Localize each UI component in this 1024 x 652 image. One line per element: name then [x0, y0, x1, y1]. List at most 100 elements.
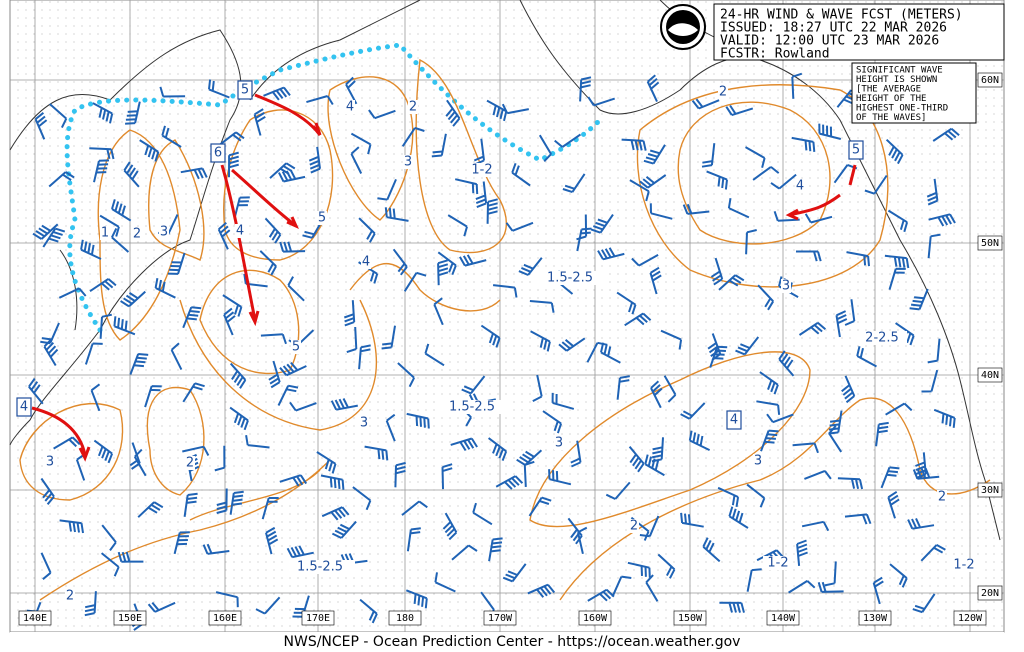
- longitude-label: 150W: [678, 613, 703, 624]
- wind-barb: [505, 221, 534, 232]
- wind-barb: [144, 385, 162, 408]
- wind-barb: [385, 413, 396, 442]
- contour-label: 4: [796, 179, 804, 194]
- wind-barb: [233, 196, 250, 220]
- wind-barb: [551, 392, 575, 410]
- longitude-label-box: [483, 610, 517, 626]
- wind-barb: [760, 429, 779, 452]
- wind-barb: [92, 102, 114, 124]
- longitude-label-box: [673, 610, 707, 626]
- wind-barb: [321, 506, 350, 521]
- wind-barb: [907, 517, 935, 530]
- contour-label-bg: [781, 279, 791, 293]
- region-label-bg: [437, 400, 507, 414]
- wind-barb: [442, 512, 458, 541]
- wind-barb: [837, 477, 864, 490]
- region-label-bg: [857, 331, 907, 345]
- wind-barb: [933, 408, 956, 428]
- contour-label: 2: [938, 490, 946, 505]
- wind-barb: [495, 475, 524, 490]
- region-label-bg: [763, 556, 793, 570]
- wind-barb: [183, 492, 198, 517]
- wind-barb: [222, 294, 243, 317]
- contour-label: 2: [133, 227, 141, 242]
- center-label: 4: [730, 413, 738, 428]
- wind-barb: [728, 506, 749, 529]
- wind-barb: [401, 126, 425, 147]
- wind-barb: [649, 203, 673, 220]
- wind-barb: [527, 583, 556, 598]
- wind-barb: [34, 112, 48, 140]
- wind-barb: [597, 247, 625, 261]
- wind-barb: [646, 74, 660, 103]
- wind-barb: [459, 254, 487, 267]
- wind-barb: [84, 342, 103, 365]
- wind-barb: [289, 401, 317, 412]
- wind-barb: [381, 325, 396, 350]
- wind-barb: [650, 380, 663, 409]
- latitude-label-box: [977, 72, 1003, 88]
- wind-barb: [835, 310, 848, 338]
- wind-barb: [170, 342, 183, 371]
- wind-barb: [680, 402, 706, 420]
- contour-label: 3: [754, 454, 762, 469]
- contour-label: 2: [719, 85, 727, 100]
- wind-barb: [228, 151, 239, 178]
- longitude-label: 140W: [771, 613, 796, 624]
- latitude-label: 50N: [981, 238, 999, 249]
- wind-barb: [182, 382, 205, 403]
- contour-label-bg: [159, 225, 169, 239]
- wind-barb: [147, 601, 176, 613]
- note-box: [851, 62, 977, 124]
- wind-barb: [340, 553, 368, 565]
- note-line: HEIGHT OF THE: [856, 94, 926, 104]
- center-label: 4: [20, 400, 28, 415]
- longitude-label-box: [113, 610, 147, 626]
- wind-barb: [58, 287, 87, 299]
- longitude-label: 160W: [583, 613, 608, 624]
- wind-barb: [529, 300, 555, 313]
- contour-label-bg: [65, 589, 75, 603]
- wind-barb: [488, 537, 503, 562]
- wind-barb: [28, 378, 44, 405]
- wind-barb: [437, 251, 457, 276]
- latitude-label-box: [977, 235, 1003, 251]
- wind-barb: [756, 549, 785, 562]
- wind-barb: [651, 437, 664, 463]
- wind-barb: [864, 174, 888, 195]
- longitude-label: 160E: [213, 613, 237, 624]
- wind-barb: [639, 515, 660, 538]
- longitude-label-box: [301, 610, 335, 626]
- contour-label-bg: [795, 179, 805, 193]
- wind-barb: [216, 488, 228, 514]
- wind-barb: [885, 402, 913, 416]
- wind-barb: [450, 437, 478, 452]
- header-line: VALID: 12:00 UTC 23 MAR 2026: [720, 34, 939, 49]
- wind-barb: [454, 178, 479, 195]
- wind-barb: [208, 79, 230, 99]
- header-line: ISSUED: 18:27 UTC 22 MAR 2026: [720, 21, 947, 36]
- wind-barb: [286, 545, 314, 559]
- wind-barb: [139, 139, 160, 162]
- wind-barb: [645, 574, 659, 602]
- wind-barb: [530, 330, 551, 352]
- wind-barb: [330, 398, 358, 411]
- longitude-label: 130W: [863, 613, 888, 624]
- wind-barb: [117, 551, 144, 563]
- wind-barb: [48, 171, 75, 188]
- note-line: [THE AVERAGE: [856, 85, 921, 95]
- region-label-bg: [285, 560, 355, 574]
- longitude-label-box: [208, 610, 242, 626]
- wind-barb: [403, 271, 427, 292]
- wind-barb: [229, 362, 247, 389]
- wind-barb: [629, 179, 650, 202]
- wind-barb: [796, 250, 822, 262]
- wind-barb: [161, 125, 182, 148]
- contour-label: 5: [292, 340, 300, 355]
- longitude-label: 140E: [23, 613, 47, 624]
- wind-barb: [431, 133, 447, 158]
- contour-label: 2: [186, 456, 194, 471]
- wind-barb: [611, 575, 632, 598]
- wind-barb: [702, 537, 721, 563]
